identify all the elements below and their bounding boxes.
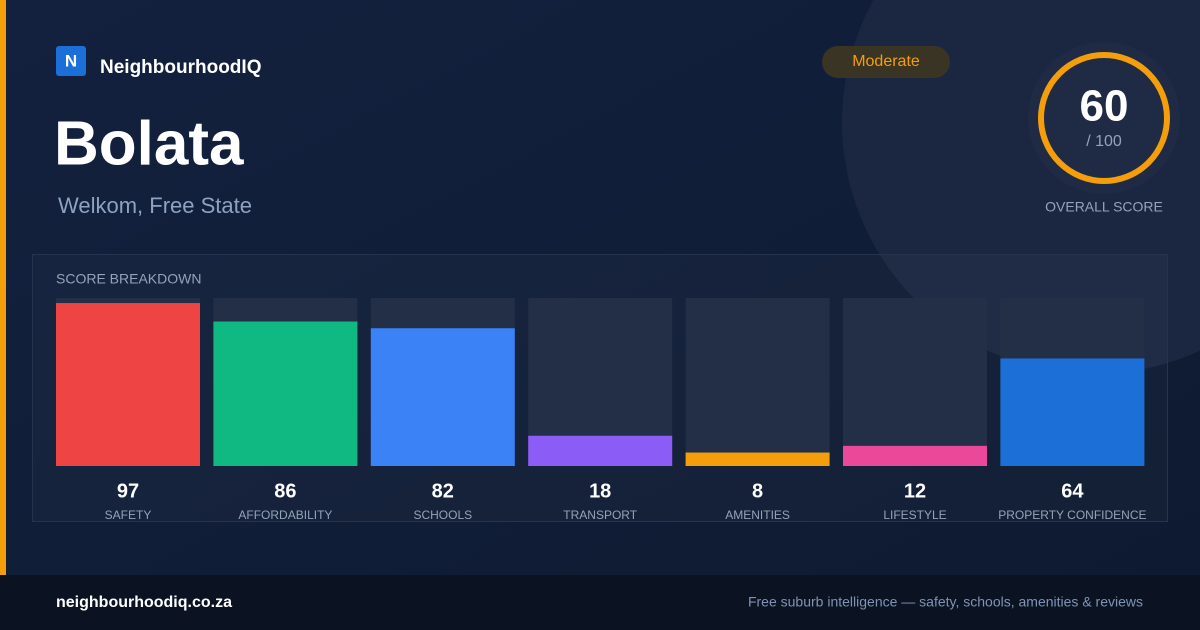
category-label: PROPERTY CONFIDENCE bbox=[998, 508, 1146, 522]
bars: 97 SAFETY 86 AFFORDABILITY 82 SCHOOLS 18 TRANSP… bbox=[56, 298, 1147, 522]
suburb-title: Bolata bbox=[54, 109, 244, 178]
category-label: AMENITIES bbox=[725, 508, 790, 522]
bar bbox=[370, 328, 515, 466]
accent-stripe bbox=[0, 0, 6, 575]
bar-track bbox=[843, 298, 987, 466]
value-label: 82 bbox=[432, 480, 454, 502]
category-label: AFFORDABILITY bbox=[238, 508, 332, 522]
bar bbox=[528, 435, 673, 466]
category-label: SAFETY bbox=[105, 508, 152, 522]
category-label: SCHOOLS bbox=[413, 508, 472, 522]
value-label: 18 bbox=[589, 480, 611, 502]
badge bbox=[822, 46, 950, 78]
bar-track bbox=[685, 298, 830, 466]
value-label: 97 bbox=[117, 480, 139, 502]
score-max: / 100 bbox=[1086, 133, 1122, 150]
bar bbox=[1000, 358, 1145, 466]
score-bg bbox=[1028, 42, 1180, 194]
footer bbox=[0, 575, 1200, 630]
brand-letter: N bbox=[65, 51, 77, 70]
badge-text: Moderate bbox=[852, 53, 920, 70]
chart-title: SCORE BREAKDOWN bbox=[56, 271, 201, 287]
value-label: 8 bbox=[752, 480, 763, 502]
bar bbox=[685, 452, 830, 466]
value-label: 86 bbox=[274, 480, 296, 502]
value-label: 12 bbox=[904, 480, 926, 502]
breakdown-panel bbox=[32, 254, 1168, 522]
score-label: OVERALL SCORE bbox=[1045, 199, 1163, 215]
footer-site: neighbourhoodiq.co.za bbox=[56, 594, 232, 611]
score-value: 60 bbox=[1080, 82, 1129, 131]
suburb-location: Welkom, Free State bbox=[58, 193, 252, 218]
bar bbox=[213, 321, 358, 466]
brand-icon bbox=[56, 46, 86, 76]
category-label: TRANSPORT bbox=[563, 508, 637, 522]
category-label: LIFESTYLE bbox=[883, 508, 946, 522]
value-label: 64 bbox=[1061, 480, 1084, 502]
brand-name: NeighbourhoodIQ bbox=[100, 57, 261, 78]
footer-tagline: Free suburb intelligence — safety, schoo… bbox=[748, 594, 1143, 610]
score-ring bbox=[1038, 52, 1170, 184]
bar bbox=[843, 445, 987, 466]
bar bbox=[56, 303, 200, 466]
